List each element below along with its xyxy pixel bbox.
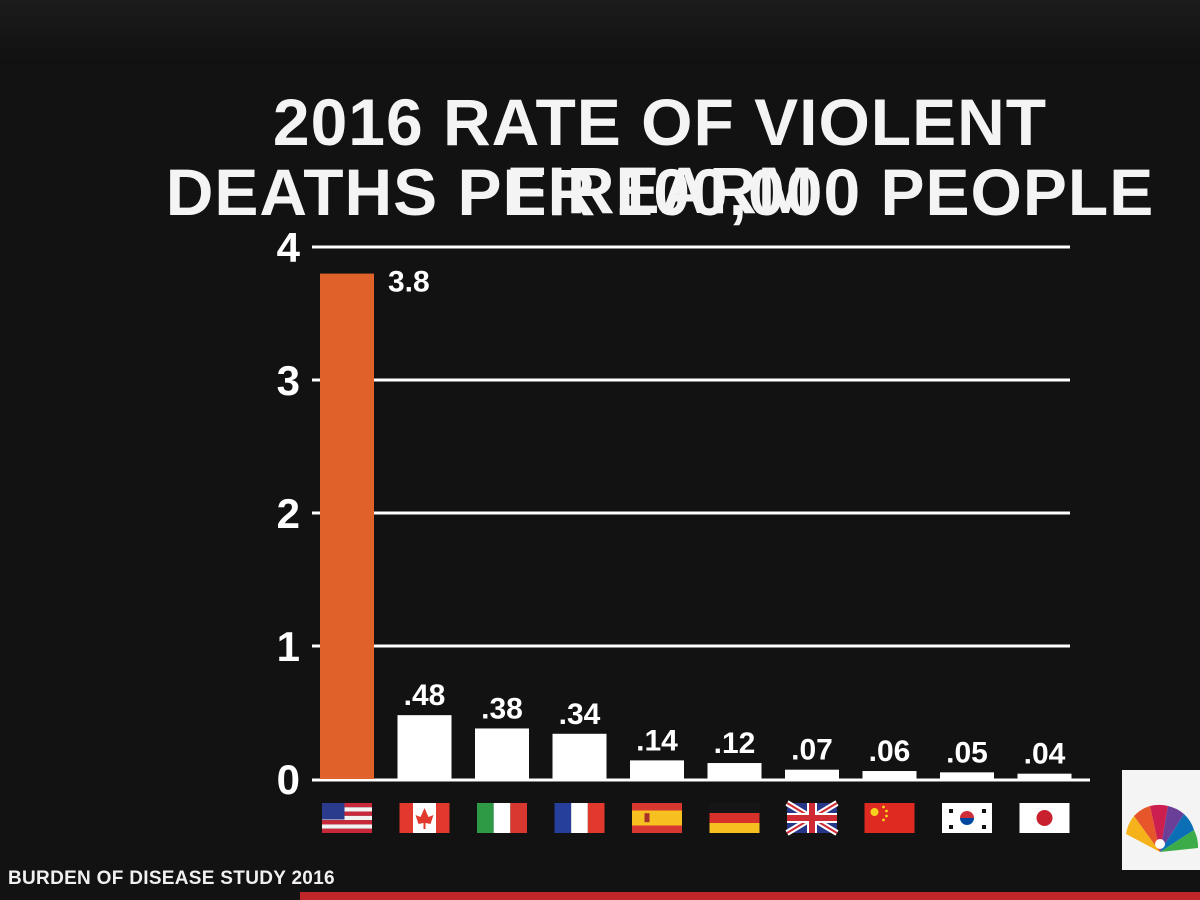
data-label-canada: .48: [404, 679, 446, 712]
bar-canada: [397, 715, 452, 779]
peacock-logo-icon: [1126, 804, 1199, 852]
x-axis-flags: [322, 800, 1070, 836]
uk-flag-icon: [785, 800, 839, 836]
data-label-china: .06: [869, 735, 911, 768]
data-label-us: 3.8: [388, 266, 430, 299]
data-label-spain: .14: [636, 724, 678, 757]
germany-flag-icon: [709, 803, 760, 833]
south-korea-flag-icon: [942, 803, 992, 833]
y-tick-label-1: 1: [277, 623, 300, 670]
bar-uk: [785, 769, 839, 779]
spain-flag-icon: [632, 803, 682, 833]
data-label-france: .34: [559, 698, 601, 731]
y-axis: 0 1 2 3 4: [277, 224, 301, 803]
bar-spain: [630, 760, 684, 779]
bar-germany: [707, 763, 762, 779]
screen-bezel: [0, 0, 1200, 64]
data-label-south-korea: .05: [946, 736, 988, 769]
us-flag-icon: [322, 803, 372, 833]
data-label-japan: .04: [1024, 738, 1066, 771]
source-caption: BURDEN OF DISEASE STUDY 2016: [8, 868, 335, 889]
bar-china: [862, 771, 917, 779]
network-logo: [1122, 770, 1200, 870]
bar-japan: [1017, 773, 1072, 779]
bar-italy: [475, 728, 529, 779]
data-labels: 3.8 .48 .38 .34 .14 .12 .07 .06 .05 .04: [388, 266, 1066, 771]
y-tick-label-3: 3: [277, 357, 300, 404]
bars: [320, 273, 1072, 779]
data-label-uk: .07: [791, 734, 833, 767]
ticker-strip: [300, 892, 1200, 900]
y-tick-label-4: 4: [277, 224, 301, 271]
france-flag-icon: [554, 803, 605, 833]
data-label-germany: .12: [714, 727, 756, 760]
italy-flag-icon: [477, 803, 527, 833]
bar-france: [552, 733, 607, 779]
y-tick-label-0: 0: [277, 756, 300, 803]
data-label-italy: .38: [481, 692, 523, 725]
bar-us: [320, 273, 374, 779]
chart-title-line-1: 2016 RATE OF VIOLENT FIREARM: [272, 85, 1048, 227]
chart-title-line-2: DEATHS PER 100,000 PEOPLE: [165, 155, 1155, 229]
gridlines: [312, 245, 1090, 782]
china-flag-icon: [864, 803, 915, 833]
bar-south-korea: [940, 772, 994, 779]
canada-flag-icon: [399, 803, 450, 833]
japan-flag-icon: [1019, 803, 1070, 833]
y-tick-label-2: 2: [277, 490, 300, 537]
